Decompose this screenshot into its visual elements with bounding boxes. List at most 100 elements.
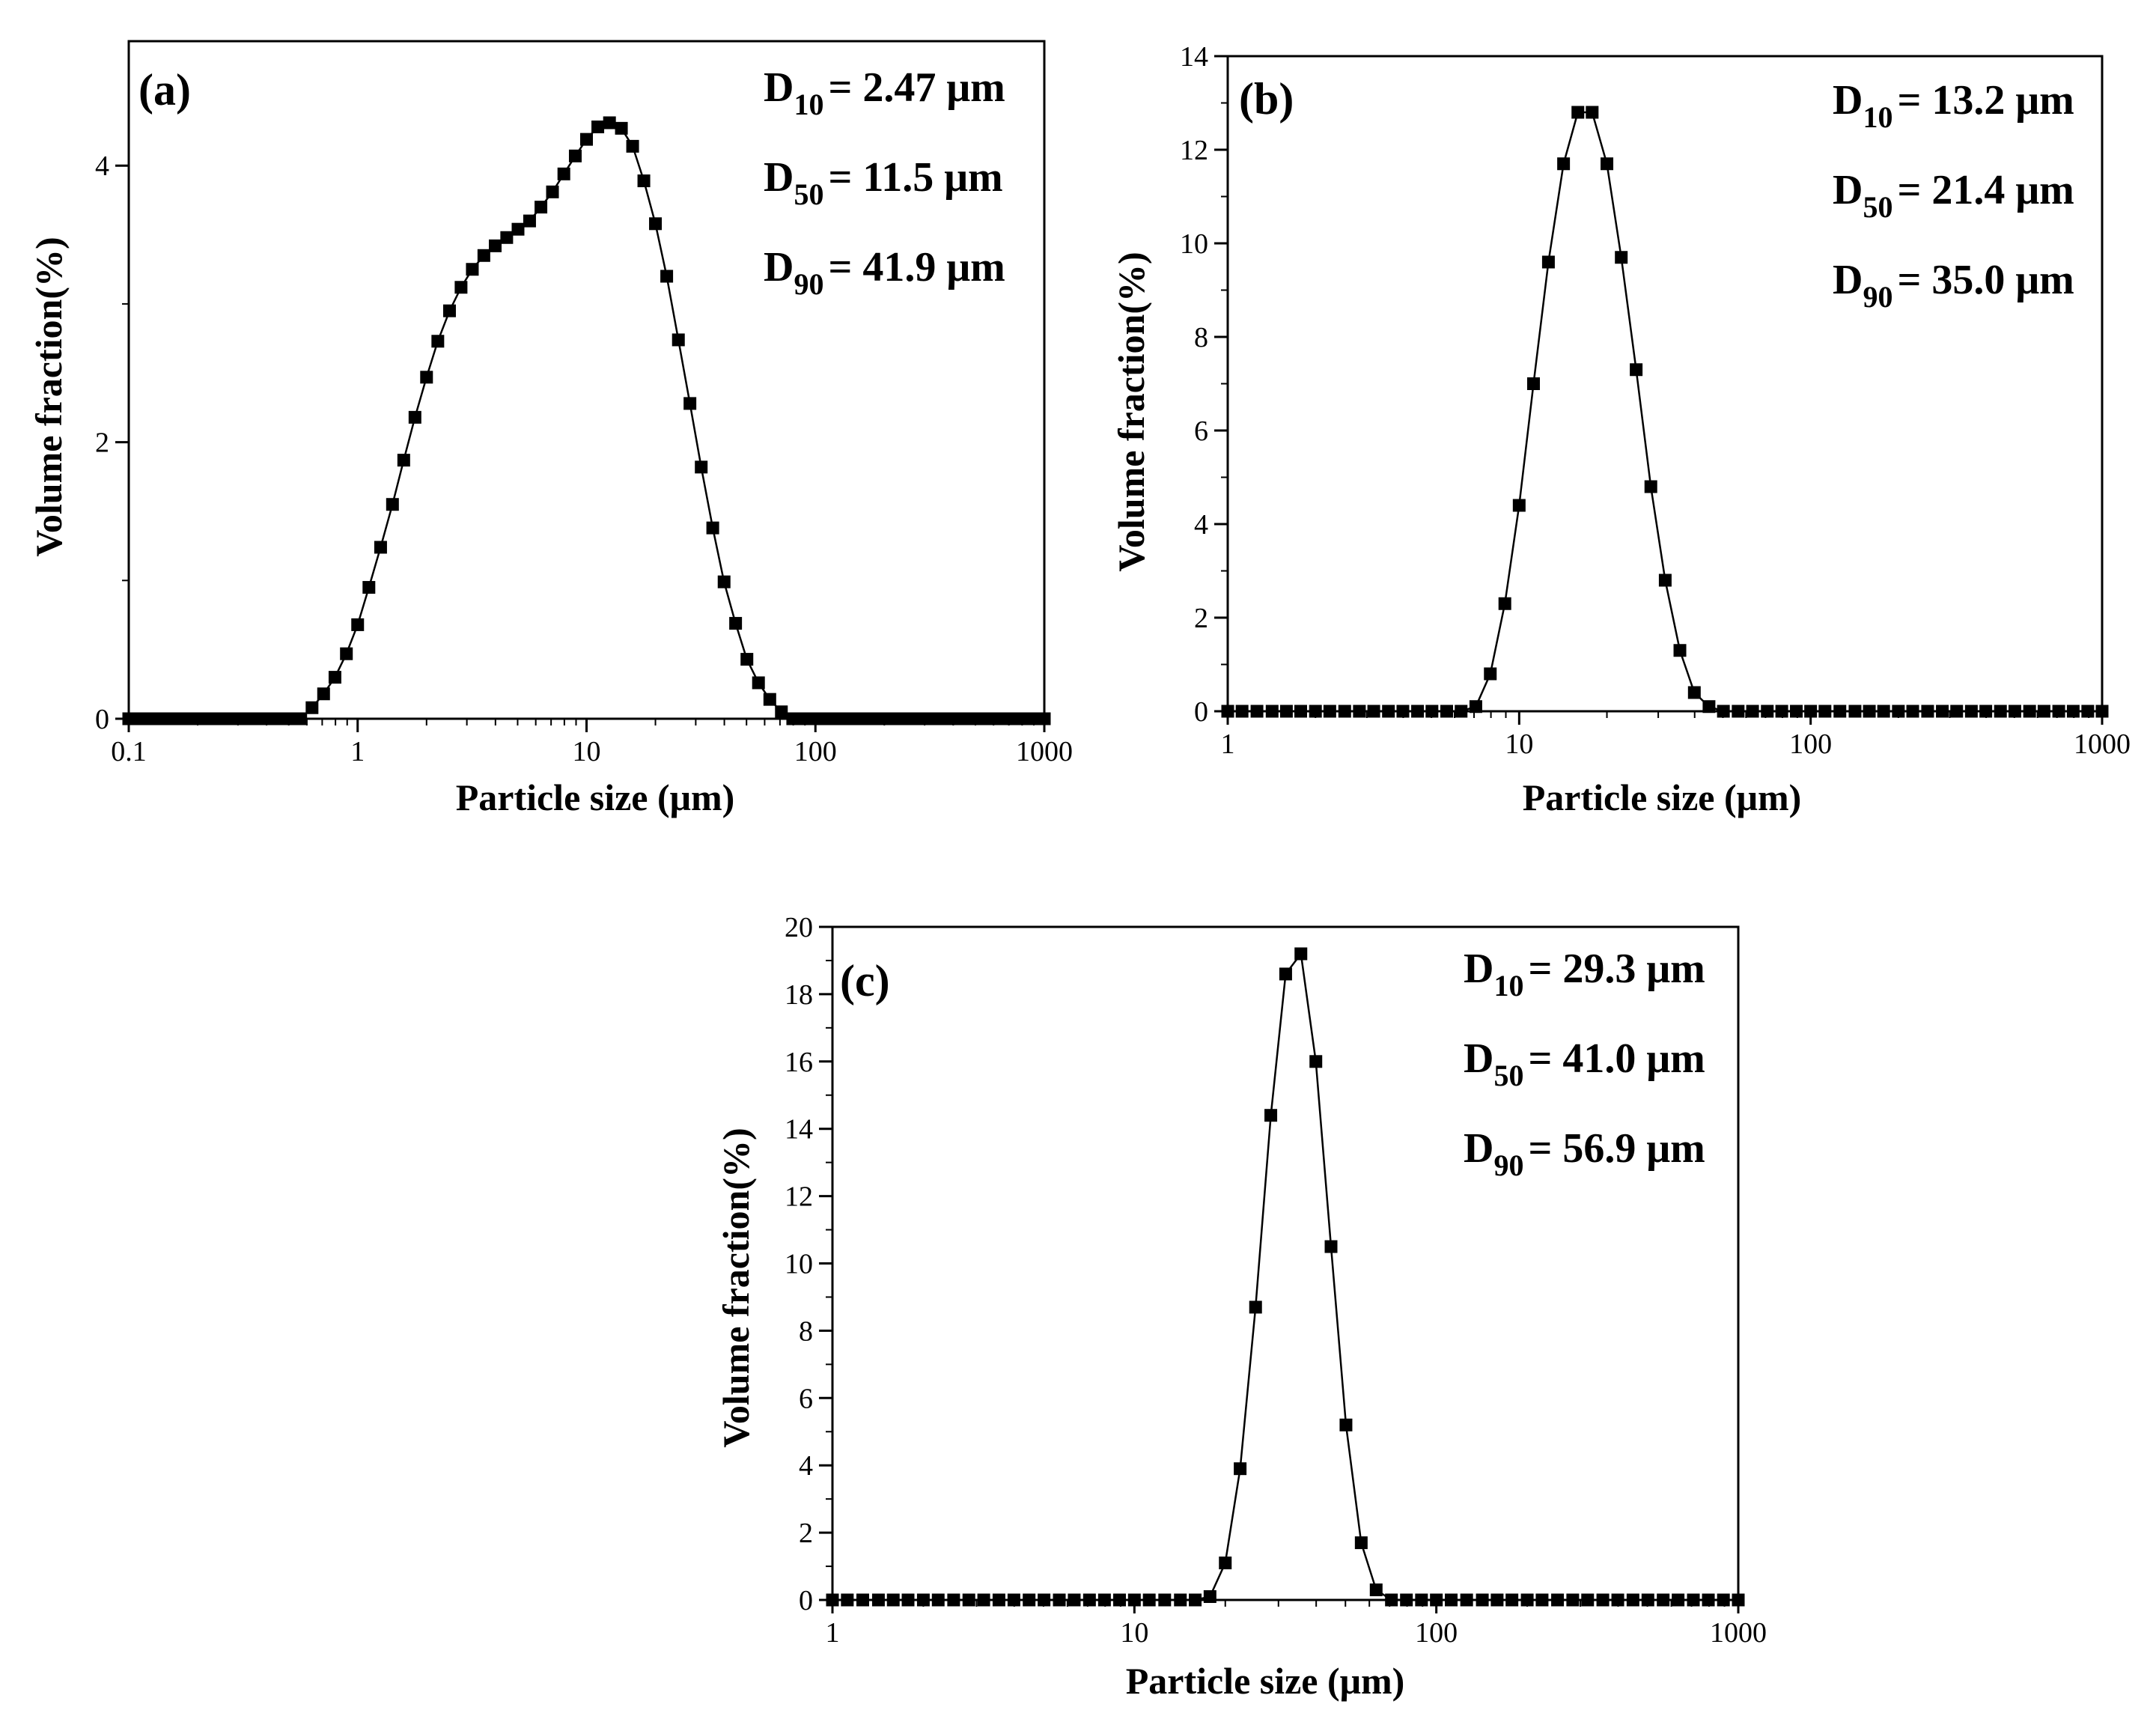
data-point <box>683 397 697 410</box>
data-point <box>340 647 353 660</box>
data-point <box>1484 667 1497 681</box>
data-point <box>1264 1109 1278 1122</box>
data-point <box>1644 480 1657 493</box>
data-point <box>466 263 479 276</box>
data-point <box>1369 1583 1383 1597</box>
data-point <box>557 167 570 180</box>
panel-label: (b) <box>1239 74 1294 124</box>
data-point <box>1219 1557 1232 1570</box>
data-point <box>1445 1593 1458 1607</box>
data-point <box>603 116 616 130</box>
data-point <box>1430 1593 1443 1607</box>
y-tick-label: 0 <box>1194 696 1208 728</box>
data-point <box>2066 705 2080 718</box>
data-point <box>1566 1593 1580 1607</box>
data-point <box>1687 1593 1700 1607</box>
data-point <box>168 712 182 725</box>
data-point <box>977 1593 990 1607</box>
data-point <box>808 712 822 725</box>
d10-stat: D10 = 29.3 μm <box>1464 946 1705 1002</box>
data-point <box>871 1593 885 1607</box>
data-point <box>695 460 708 474</box>
d90-stat: D90 = 35.0 μm <box>1833 257 2074 314</box>
data-point <box>901 712 914 725</box>
x-tick-label: 100 <box>794 736 837 767</box>
data-point <box>1127 1593 1141 1607</box>
data-point <box>1571 106 1585 119</box>
panel-label: (c) <box>840 956 890 1005</box>
data-point <box>1615 251 1628 264</box>
data-point <box>729 617 743 630</box>
data-point <box>157 712 171 725</box>
data-point <box>294 712 308 725</box>
data-point <box>877 712 891 725</box>
y-tick-label: 4 <box>799 1450 813 1482</box>
data-point <box>1279 705 1293 718</box>
data-point <box>1833 705 1847 718</box>
data-point <box>1596 1593 1610 1607</box>
data-point <box>1400 1593 1413 1607</box>
data-point <box>260 712 273 725</box>
d50-stat: D50 = 11.5 μm <box>764 154 1003 211</box>
x-tick-label: 1000 <box>1710 1617 1767 1649</box>
data-point <box>957 712 971 725</box>
data-point <box>1053 1593 1066 1607</box>
data-point <box>992 712 1005 725</box>
chart-panel-c: (c) D10 = 29.3 μm D50 = 41.0 μm D90 = 56.9 … <box>715 912 1767 1702</box>
data-point <box>992 1593 1005 1607</box>
data-point <box>488 239 502 252</box>
data-point <box>249 712 262 725</box>
data-point <box>901 1593 915 1607</box>
data-point <box>912 712 925 725</box>
data-point <box>191 712 204 725</box>
data-point <box>1038 712 1051 725</box>
d50-stat: D50 = 41.0 μm <box>1464 1035 1705 1092</box>
y-tick-label: 0 <box>799 1585 813 1616</box>
data-point <box>931 1593 945 1607</box>
data-point <box>1097 1593 1111 1607</box>
data-point <box>1221 705 1234 718</box>
statistics-block: D10 = 2.47 μm D50 = 11.5 μm D90 = 41.9 μm <box>764 64 1005 301</box>
panel-label: (a) <box>138 65 191 115</box>
d50-stat: D50 = 21.4 μm <box>1833 167 2074 224</box>
data-point <box>1921 705 1934 718</box>
data-point <box>886 1593 900 1607</box>
data-point <box>1535 1593 1549 1607</box>
data-point <box>1641 1593 1654 1607</box>
data-point <box>1294 705 1307 718</box>
y-tick-label: 2 <box>799 1518 813 1549</box>
data-point <box>763 693 776 706</box>
data-point <box>1626 1593 1639 1607</box>
statistics-block: D10 = 29.3 μm D50 = 41.0 μm D90 = 56.9 μm <box>1464 946 1705 1182</box>
y-tick-label: 4 <box>1194 509 1208 541</box>
data-point <box>841 1593 854 1607</box>
data-point <box>1717 1593 1730 1607</box>
x-axis-label: Particle size (μm) <box>1523 776 1802 818</box>
data-point <box>580 133 593 146</box>
data-point <box>2081 705 2095 718</box>
data-point <box>1338 705 1351 718</box>
data-point <box>844 712 857 725</box>
data-point <box>1004 712 1017 725</box>
data-point <box>237 712 250 725</box>
data-point <box>1863 705 1876 718</box>
data-point <box>797 712 811 725</box>
data-point <box>1460 1593 1473 1607</box>
data-point <box>637 174 651 188</box>
y-tick-label: 4 <box>95 150 109 182</box>
data-point <box>1906 705 1919 718</box>
data-point <box>856 1593 869 1607</box>
data-point <box>1007 1593 1020 1607</box>
data-point <box>420 371 433 384</box>
data-point <box>1877 705 1890 718</box>
data-point <box>855 712 868 725</box>
x-tick-label: 1000 <box>1016 736 1073 767</box>
data-point <box>1158 1593 1172 1607</box>
data-point <box>775 705 788 719</box>
data-point <box>1964 705 1978 718</box>
data-point <box>568 149 582 162</box>
data-point <box>832 712 845 725</box>
data-point <box>1367 705 1380 718</box>
data-point <box>615 121 628 135</box>
data-point <box>649 217 663 231</box>
